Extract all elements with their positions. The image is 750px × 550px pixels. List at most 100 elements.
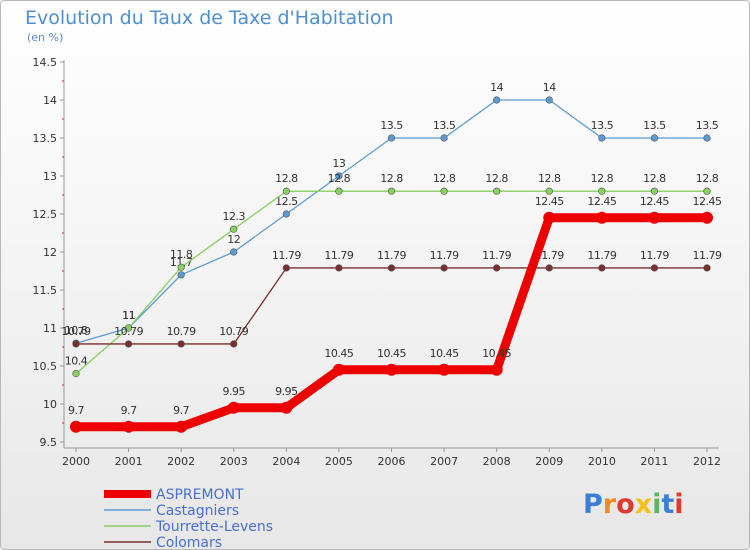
data-point [598, 264, 606, 272]
data-label: 10.79 [167, 325, 196, 338]
data-label: 10.79 [62, 325, 91, 338]
y-tick-label: 11 [43, 322, 57, 335]
data-label: 11.79 [482, 249, 511, 262]
data-label: 13.5 [433, 119, 456, 132]
data-label: 12.45 [535, 195, 564, 208]
x-tick-label: 2007 [430, 455, 458, 468]
data-point [124, 324, 133, 332]
data-label: 12.8 [275, 172, 298, 185]
x-tick-label: 2003 [220, 455, 248, 468]
x-tick-label: 2011 [640, 455, 668, 468]
data-point [701, 211, 713, 224]
logo-letter: P [583, 489, 603, 520]
data-point [122, 420, 135, 433]
data-label: 12.8 [591, 172, 614, 185]
data-label: 9.95 [275, 385, 298, 398]
data-point [230, 225, 238, 233]
data-point [282, 264, 290, 272]
data-label: 11.79 [693, 249, 722, 262]
data-label: 10.8 [65, 324, 88, 337]
x-tick-label: 2005 [325, 455, 353, 468]
series-castagniers: 10.8 11 11.7 12 12.5 13 13.5 13.5 14 14 13.5 13.5 13… [65, 81, 719, 347]
data-point [545, 96, 553, 104]
data-point [335, 187, 343, 195]
data-label: 9.95 [223, 385, 246, 398]
x-tick-label: 2006 [378, 455, 406, 468]
data-point [493, 96, 501, 104]
data-label: 11 [122, 309, 135, 322]
data-point [650, 134, 659, 142]
series-colomars: 10.79 10.79 10.79 10.79 11.79 11.79 11.79 11.79… [62, 249, 722, 348]
data-point [72, 340, 80, 348]
data-point [545, 187, 553, 195]
data-label: 11.79 [430, 249, 459, 262]
data-point [387, 264, 396, 272]
series-tourrette-levens: 10.4 11 11.8 12.3 12.8 12.8 12.8 12.8 12.8 12.8 12… [65, 172, 719, 378]
logo-letter: o [616, 489, 635, 520]
data-label: 13.5 [643, 119, 666, 132]
data-point [230, 340, 238, 348]
chart-title: Evolution du Taux de Taxe d'Habitation [25, 7, 394, 29]
data-label: 14 [543, 81, 556, 94]
data-label: 12.8 [485, 172, 508, 185]
data-point [595, 211, 608, 224]
data-label: 9.7 [68, 404, 84, 417]
axes: 9.5 10 10.5 11 11.5 12 12.5 13 13.5 14 14.5 2000 200… [33, 56, 722, 468]
x-tick-label: 2001 [115, 455, 143, 468]
data-label: 13.5 [696, 119, 719, 132]
data-label: 13 [332, 157, 345, 170]
y-tick-label: 13.5 [33, 132, 58, 145]
series-aspremont: 9.7 9.7 9.7 9.95 9.95 10.45 10.45 10.45 10.45 12.… [68, 195, 722, 433]
data-label: 12.8 [538, 172, 561, 185]
data-label: 11.79 [272, 249, 301, 262]
data-label: 12 [227, 233, 240, 246]
data-point [175, 420, 188, 433]
data-label: 12.3 [223, 210, 246, 223]
data-label: 11 [122, 309, 135, 322]
logo-letter: i [674, 489, 684, 520]
data-label: 11.79 [377, 249, 406, 262]
data-label: 11.79 [640, 249, 669, 262]
data-label: 12.45 [587, 195, 616, 208]
data-point [282, 187, 290, 195]
data-label: 12.5 [275, 195, 298, 208]
y-tick-label: 12 [43, 246, 57, 259]
data-label: 12.8 [696, 172, 719, 185]
data-label: 13.5 [591, 119, 614, 132]
data-point [493, 264, 501, 272]
data-point [650, 187, 659, 195]
legend-label: Colomars [156, 535, 222, 549]
legend-label: Castagniers [156, 503, 239, 519]
data-label: 11.7 [170, 256, 193, 269]
x-tick-label: 2009 [535, 455, 563, 468]
y-tick-label: 9.5 [40, 436, 58, 449]
data-point [177, 271, 185, 279]
data-point [545, 264, 553, 272]
data-point [335, 264, 343, 272]
x-tick-label: 2000 [62, 455, 90, 468]
data-label: 10.45 [324, 347, 353, 360]
data-label: 10.79 [219, 325, 248, 338]
x-tick-label: 2008 [483, 455, 511, 468]
data-point [648, 211, 661, 224]
data-point [387, 187, 396, 195]
x-tick-label: 2010 [588, 455, 616, 468]
data-point [230, 248, 238, 256]
y-tick-label: 11.5 [33, 284, 58, 297]
logo-letter: t [661, 489, 675, 520]
data-label: 10.79 [114, 325, 143, 338]
data-label: 9.7 [173, 404, 189, 417]
data-point [440, 187, 448, 195]
data-label: 10.4 [65, 355, 88, 368]
data-point [72, 370, 80, 378]
data-point [493, 187, 501, 195]
data-label: 9.7 [121, 404, 137, 417]
legend-label: Tourrette-Levens [155, 519, 273, 535]
data-point [177, 263, 185, 271]
data-label: 12.8 [433, 172, 456, 185]
data-label: 14 [490, 81, 503, 94]
data-label: 10.45 [377, 347, 406, 360]
data-label: 12.8 [380, 172, 403, 185]
chart-subtitle: (en %) [27, 31, 64, 44]
